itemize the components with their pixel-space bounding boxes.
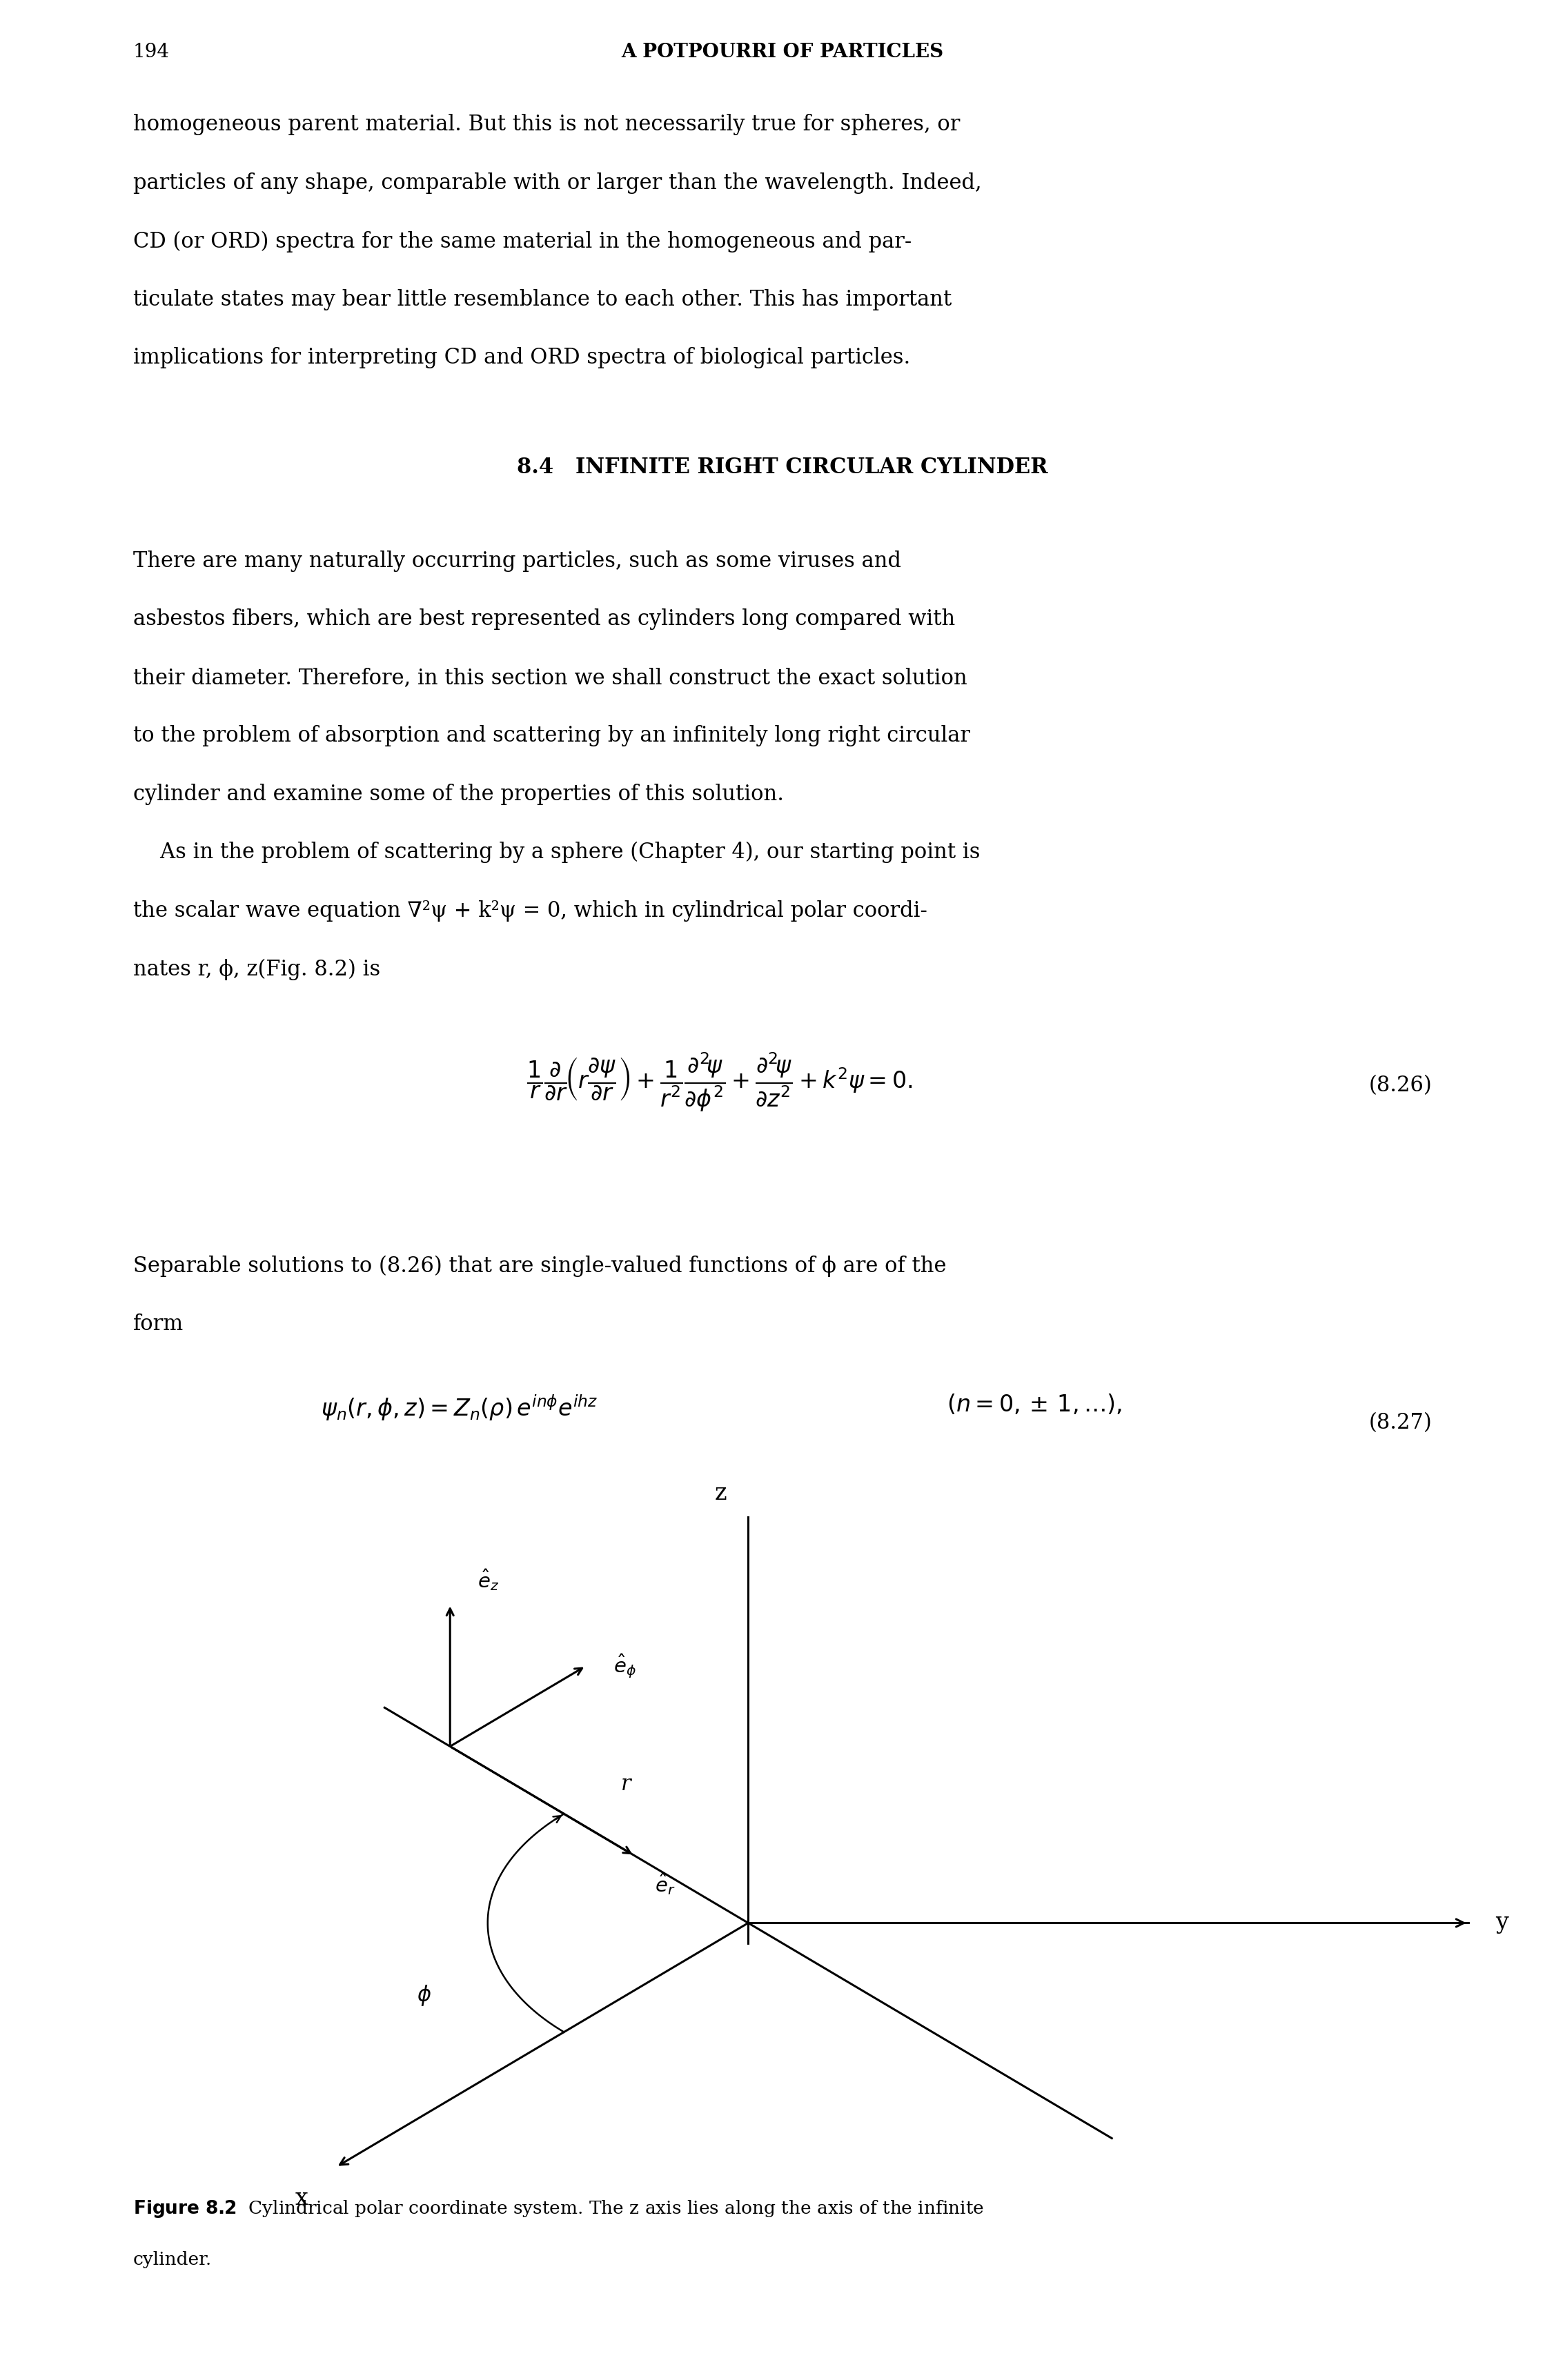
Text: cylinder and examine some of the properties of this solution.: cylinder and examine some of the propert… (133, 783, 784, 804)
Text: $\phi$: $\phi$ (416, 1983, 432, 2009)
Text: r: r (621, 1773, 631, 1795)
Text: ticulate states may bear little resemblance to each other. This has important: ticulate states may bear little resembla… (133, 288, 952, 309)
Text: There are many naturally occurring particles, such as some viruses and: There are many naturally occurring parti… (133, 550, 901, 571)
Text: $(n = 0,\pm\,1,\ldots),$: $(n = 0,\pm\,1,\ldots),$ (947, 1392, 1122, 1416)
Text: $\mathbf{Figure\ 8.2}$  Cylindrical polar coordinate system. The z axis lies alo: $\mathbf{Figure\ 8.2}$ Cylindrical polar… (133, 2199, 984, 2221)
Text: A POTPOURRI OF PARTICLES: A POTPOURRI OF PARTICLES (621, 43, 944, 62)
Text: their diameter. Therefore, in this section we shall construct the exact solution: their diameter. Therefore, in this secti… (133, 666, 967, 688)
Text: 8.4   INFINITE RIGHT CIRCULAR CYLINDER: 8.4 INFINITE RIGHT CIRCULAR CYLINDER (516, 457, 1049, 478)
Text: cylinder.: cylinder. (133, 2251, 211, 2268)
Text: the scalar wave equation ∇²ψ + k²ψ = 0, which in cylindrical polar coordi-: the scalar wave equation ∇²ψ + k²ψ = 0, … (133, 900, 926, 921)
Text: $\hat{e}_\phi$: $\hat{e}_\phi$ (613, 1652, 635, 1680)
Text: As in the problem of scattering by a sphere (Chapter 4), our starting point is: As in the problem of scattering by a sph… (133, 843, 980, 864)
Text: z: z (715, 1483, 726, 1504)
Text: asbestos fibers, which are best represented as cylinders long compared with: asbestos fibers, which are best represen… (133, 609, 955, 631)
Text: $\hat{e}_z$: $\hat{e}_z$ (477, 1568, 499, 1592)
Text: particles of any shape, comparable with or larger than the wavelength. Indeed,: particles of any shape, comparable with … (133, 171, 981, 193)
Text: y: y (1496, 1911, 1509, 1935)
Text: $\hat{e}_r$: $\hat{e}_r$ (654, 1871, 676, 1897)
Text: form: form (133, 1314, 183, 1335)
Text: CD (or ORD) spectra for the same material in the homogeneous and par-: CD (or ORD) spectra for the same materia… (133, 231, 911, 252)
Text: x: x (296, 2187, 308, 2209)
Text: nates r, ϕ, z(Fig. 8.2) is: nates r, ϕ, z(Fig. 8.2) is (133, 959, 380, 981)
Text: homogeneous parent material. But this is not necessarily true for spheres, or: homogeneous parent material. But this is… (133, 114, 959, 136)
Text: $\dfrac{1}{r}\dfrac{\partial}{\partial r}\!\left(r\dfrac{\partial\psi}{\partial : $\dfrac{1}{r}\dfrac{\partial}{\partial r… (527, 1052, 912, 1114)
Text: (8.26): (8.26) (1369, 1076, 1432, 1097)
Text: implications for interpreting CD and ORD spectra of biological particles.: implications for interpreting CD and ORD… (133, 347, 911, 369)
Text: to the problem of absorption and scattering by an infinitely long right circular: to the problem of absorption and scatter… (133, 726, 970, 747)
Text: (8.27): (8.27) (1369, 1411, 1432, 1433)
Text: Separable solutions to (8.26) that are single-valued functions of ϕ are of the: Separable solutions to (8.26) that are s… (133, 1254, 947, 1276)
Text: $\psi_n(r, \phi, z) = Z_n(\rho)\,e^{in\phi}e^{ihz}$: $\psi_n(r, \phi, z) = Z_n(\rho)\,e^{in\p… (321, 1392, 598, 1423)
Text: 194: 194 (133, 43, 169, 62)
